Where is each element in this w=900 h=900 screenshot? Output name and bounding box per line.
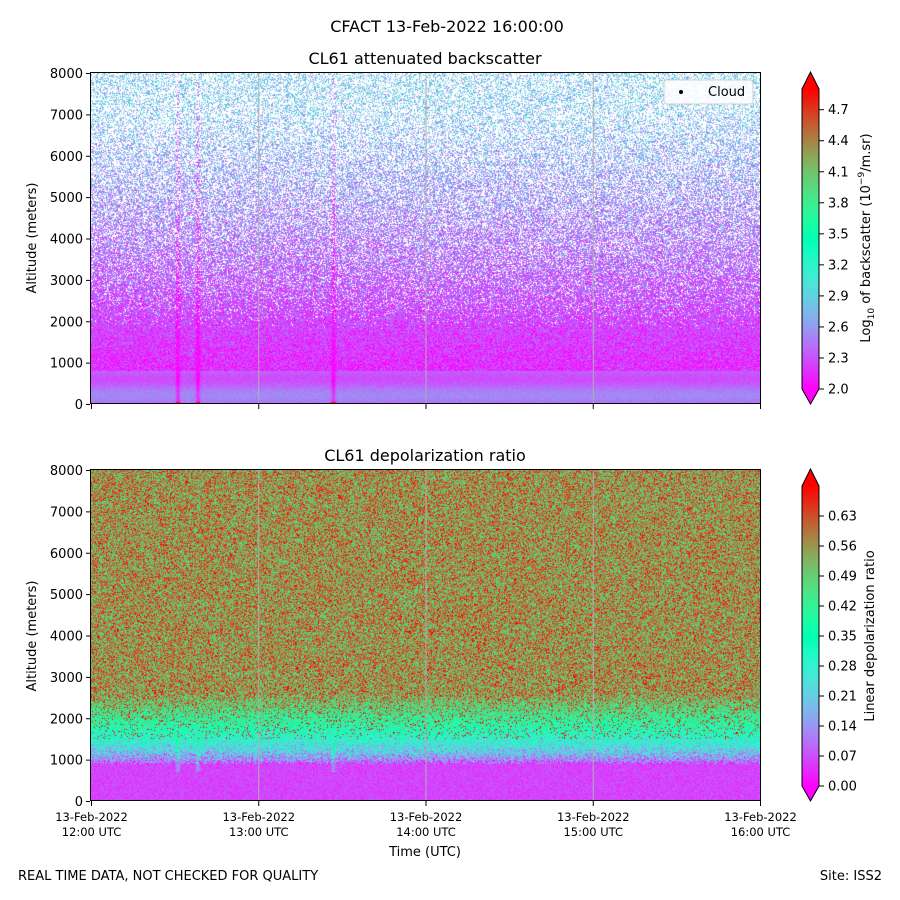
colorbar-tick-label: 4.7 (828, 103, 849, 118)
backscatter-colorbar-ticks: 2.0 2.3 2.6 2.9 3.2 3.5 3.8 4.1 4.4 4.7 (819, 103, 849, 398)
legend-cloud-label: Cloud (708, 85, 745, 100)
x-tick-label: 13-Feb-2022 16:00 UTC (724, 810, 797, 839)
backscatter-title: CL61 attenuated backscatter (308, 49, 542, 68)
y-tick-label: 5000 (50, 191, 83, 206)
colorbar-tick-label: 0.35 (828, 630, 857, 645)
y-tick-label: 8000 (50, 67, 83, 82)
y-tick-label: 2000 (50, 712, 83, 727)
depolarization-ylabel: Altitude (meters) (25, 581, 40, 692)
colorbar-tick-label: 2.6 (828, 320, 849, 335)
colorbar-tick-label: 4.1 (828, 165, 849, 180)
colorbar-extend-min-triangle (802, 389, 819, 404)
depolarization-gridlines (258, 470, 594, 801)
backscatter-ylabel: Altitude (meters) (25, 183, 40, 294)
colorbar-tick-label: 4.4 (828, 134, 849, 149)
y-tick-label: 0 (75, 398, 83, 413)
y-tick-label: 1000 (50, 754, 83, 769)
colorbar-tick-label: 2.0 (828, 383, 849, 398)
colorbar-tick-label: 0.63 (828, 510, 857, 525)
colorbar-tick-label: 0.28 (828, 660, 857, 675)
backscatter-axes-frame (90, 72, 761, 404)
depolarization-y-axis: 0 1000 2000 3000 4000 5000 6000 7000 8000 (50, 464, 90, 810)
colorbar-extend-max-triangle (802, 72, 819, 89)
y-tick-label: 4000 (50, 630, 83, 645)
y-tick-label: 8000 (50, 464, 83, 479)
x-tick-label: 13-Feb-2022 15:00 UTC (557, 810, 630, 839)
colorbar-tick-label: 0.00 (828, 780, 857, 795)
cloud-legend[interactable]: Cloud (663, 79, 754, 105)
colorbar-extend-max-triangle (802, 469, 819, 486)
colorbar-tick-label: 0.14 (828, 720, 857, 735)
depolarization-colorbar: 0.00 0.07 0.14 0.21 0.28 0.35 0.42 0.49 0.56 0.63… (801, 467, 878, 803)
y-tick-label: 7000 (50, 108, 83, 123)
depolarization-x-axis: 13-Feb-2022 12:00 UTC 13-Feb-2022 13:00 UTC… (55, 801, 797, 839)
colorbar-extend-min-triangle (802, 786, 819, 801)
colorbar-tick-label: 0.07 (828, 750, 857, 765)
y-tick-label: 3000 (50, 274, 83, 289)
colorbar-tick-label: 0.49 (828, 570, 857, 585)
cloud-marker-icon (679, 90, 683, 94)
backscatter-colorbar: 2.0 2.3 2.6 2.9 3.2 3.5 3.8 4.1 4.4 4.7 Log10 of … (801, 70, 877, 406)
backscatter-panel: CL61 attenuated backscatter 0 1000 2000 300… (25, 49, 877, 413)
depolarization-colorbar-ticks: 0.00 0.07 0.14 0.21 0.28 0.35 0.42 0.49 0.56 0.63 (819, 510, 857, 795)
depolarization-colorbar-label: Linear depolarization ratio (863, 550, 878, 721)
depolarization-colorbar-gradient (802, 486, 819, 786)
colorbar-tick-label: 3.8 (828, 196, 849, 211)
footer-quality-notice: REAL TIME DATA, NOT CHECKED FOR QUALITY (18, 869, 319, 884)
time-xlabel: Time (UTC) (388, 845, 461, 860)
y-tick-label: 6000 (50, 547, 83, 562)
colorbar-tick-label: 2.9 (828, 289, 849, 304)
legend-box (663, 79, 754, 105)
depolarization-title: CL61 depolarization ratio (324, 446, 526, 465)
colorbar-tick-label: 2.3 (828, 351, 849, 366)
colorbar-tick-label: 3.2 (828, 258, 849, 273)
backscatter-y-axis: 0 1000 2000 3000 4000 5000 6000 7000 8000 (50, 67, 90, 413)
y-tick-label: 3000 (50, 671, 83, 686)
x-tick-label: 13-Feb-2022 13:00 UTC (222, 810, 295, 839)
colorbar-tick-label: 3.5 (828, 227, 849, 242)
x-tick-label: 13-Feb-2022 14:00 UTC (390, 810, 463, 839)
backscatter-colorbar-gradient (802, 89, 819, 389)
y-tick-label: 5000 (50, 588, 83, 603)
y-tick-label: 2000 (50, 315, 83, 330)
footer-site: Site: ISS2 (819, 869, 882, 884)
y-tick-label: 7000 (50, 505, 83, 520)
y-tick-label: 4000 (50, 233, 83, 248)
y-tick-label: 1000 (50, 357, 83, 372)
colorbar-tick-label: 0.42 (828, 600, 857, 615)
backscatter-x-axis (91, 404, 761, 409)
depolarization-axes-frame (90, 469, 761, 801)
depolarization-panel: CL61 depolarization ratio 0 1000 2000 3000 4… (25, 446, 878, 860)
colorbar-tick-label: 0.56 (828, 540, 857, 555)
backscatter-colorbar-label: Log10 of backscatter (10−9/m.sr) (857, 133, 877, 342)
figure-suptitle: CFACT 13-Feb-2022 16:00:00 (330, 17, 564, 36)
colorbar-tick-label: 0.21 (828, 690, 857, 705)
backscatter-gridlines (258, 73, 594, 404)
y-tick-label: 6000 (50, 150, 83, 165)
x-tick-label: 13-Feb-2022 12:00 UTC (55, 810, 128, 839)
y-tick-label: 0 (75, 795, 83, 810)
